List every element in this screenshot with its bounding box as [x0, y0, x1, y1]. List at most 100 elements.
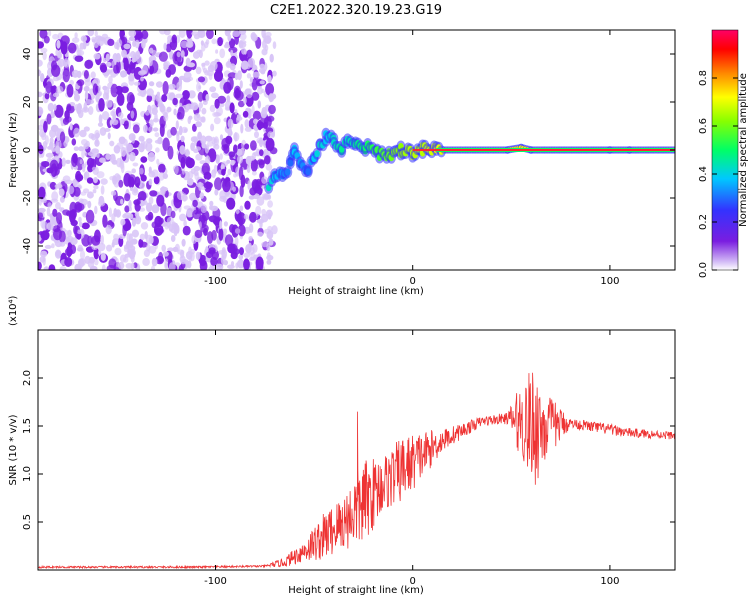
- snr-y-axis-label: SNR (10 * v/v): [8, 414, 19, 485]
- spectrogram-noise-cell: [106, 61, 112, 67]
- spectrogram-noise-cell: [145, 214, 153, 221]
- spectrogram-noise-cell: [97, 36, 105, 47]
- spectrogram-noise-cell: [104, 128, 111, 132]
- colorbar-tick-label: 0.2: [698, 214, 709, 230]
- spectrogram-noise-cell: [97, 250, 102, 256]
- spectrogram-noise-cell: [244, 119, 250, 128]
- spectrogram-noise-cell: [148, 126, 154, 133]
- spectrogram-noise-cell: [210, 256, 218, 266]
- spectrogram-noise-cell: [271, 225, 278, 235]
- spectrogram-noise-cell: [139, 167, 144, 175]
- spectrogram-noise-cell: [223, 221, 228, 227]
- spectrogram-noise-cell: [193, 136, 199, 142]
- spectrogram-noise-cell: [209, 86, 217, 93]
- spectrogram-noise-cell: [267, 200, 273, 208]
- spectrogram-noise-cell: [57, 52, 63, 59]
- spectrogram-noise-cell: [94, 30, 98, 37]
- spectrogram-noise-cell: [227, 264, 235, 269]
- spectrogram-noise-cell: [237, 70, 242, 81]
- spectrogram-noise-cell: [246, 164, 251, 174]
- spectrogram-noise-cell: [163, 42, 167, 51]
- spectrogram-noise-cell: [247, 155, 256, 161]
- spectrogram-noise-cell: [73, 146, 80, 151]
- spectrogram-noise-cell: [180, 259, 187, 265]
- spectrogram-noise-cell: [194, 229, 203, 239]
- spectrogram-noise-cell: [140, 222, 149, 230]
- spectrogram-noise-cell: [168, 262, 176, 270]
- spectrogram-noise-cell: [102, 92, 109, 100]
- spectrogram-noise-cell: [269, 93, 277, 100]
- spectrogram-noise-cell: [109, 140, 115, 147]
- spectrogram-noise-cell: [162, 81, 169, 95]
- spectrogram-noise-cell: [187, 171, 194, 179]
- spectrogram-noise-cell: [66, 245, 73, 258]
- spectrogram-noise-cell: [264, 155, 271, 165]
- spectrogram-noise-cell: [226, 60, 232, 67]
- spectrogram-noise-cell: [149, 235, 154, 244]
- spectrogram-noise-cell: [46, 167, 54, 174]
- spectrogram-noise-cell: [145, 202, 153, 213]
- spectrogram-noise-cell: [219, 153, 223, 160]
- spectrogram-noise-cell: [97, 90, 103, 96]
- spectrogram-noise-cell: [252, 110, 262, 121]
- spectrogram-noise-cell: [69, 123, 73, 131]
- spectrogram-noise-cell: [120, 198, 124, 205]
- spectrogram-noise-cell: [213, 138, 218, 144]
- spectrogram-noise-cell: [190, 142, 196, 152]
- spectrogram-noise-cell: [200, 135, 207, 145]
- spectrogram-noise-cell: [252, 243, 258, 253]
- spectrogram-noise-cell: [62, 175, 71, 182]
- spectrogram-noise-cell: [118, 179, 124, 188]
- spectrogram-noise-cell: [239, 247, 244, 256]
- spectrogram-noise-cell: [47, 202, 52, 208]
- spectrogram-noise-cell: [158, 51, 168, 62]
- spectrogram-noise-cell: [226, 159, 231, 164]
- spectrogram-noise-cell: [100, 252, 106, 261]
- spectrogram-noise-cell: [212, 143, 216, 149]
- spectrogram-noise-cell: [42, 197, 47, 203]
- spectrogram-noise-cell: [130, 262, 135, 270]
- spectrogram-noise-cell: [86, 191, 94, 199]
- spectrogram-noise-cell: [100, 64, 108, 73]
- spectrogram-noise-cell: [126, 92, 135, 105]
- spectrogram-noise-cell: [257, 231, 264, 237]
- spectrogram-noise-cell: [158, 171, 165, 181]
- spectrogram-noise-cell: [104, 72, 109, 78]
- spectrogram-noise-cell: [123, 43, 131, 50]
- spectrogram-noise-cell: [141, 40, 146, 49]
- spectrogram-noise-cell: [49, 141, 54, 149]
- spectrogram-noise-cell: [205, 181, 210, 188]
- spectrogram-noise-cell: [257, 100, 262, 109]
- spectrogram-noise-cell: [204, 135, 213, 142]
- spectrogram-noise-cell: [180, 135, 185, 142]
- spectrogram-noise-cell: [86, 177, 94, 184]
- spectrogram-noise-cell: [224, 106, 231, 111]
- spectrogram-noise-cell: [132, 186, 138, 194]
- spectrogram-noise-cell: [56, 212, 62, 225]
- spectrogram-noise-cell: [158, 251, 164, 264]
- spectrogram-noise-cell: [132, 124, 140, 134]
- spectrogram-noise-cell: [222, 178, 231, 193]
- spectrogram-noise-cell: [51, 243, 55, 249]
- spectrogram-noise-cell: [79, 129, 87, 138]
- spectrogram-x-axis-label: Height of straight line (km): [288, 286, 424, 297]
- spectrogram-noise-cell: [201, 62, 206, 67]
- spectrogram-noise-cell: [149, 190, 158, 197]
- spectrogram-noise-cell: [181, 238, 186, 247]
- spectrogram-noise-cell: [57, 151, 63, 159]
- spectrogram-noise-cell: [151, 221, 158, 229]
- spectrogram-noise-cell: [50, 163, 58, 178]
- spectrogram-noise-cell: [173, 108, 177, 116]
- spectrogram-noise-cell: [162, 251, 169, 257]
- spectrogram-noise-cell: [73, 186, 81, 197]
- spectrogram-noise-cell: [80, 35, 87, 42]
- spectrogram-noise-cell: [128, 133, 136, 141]
- spectrogram-noise-cell: [88, 133, 95, 139]
- spectrogram-noise-cell: [86, 157, 95, 168]
- spectrogram-noise-cell: [140, 174, 147, 182]
- spectrogram-noise-cell: [232, 30, 241, 38]
- spectrogram-noise-cell: [236, 148, 243, 156]
- spectrogram-noise-cell: [155, 81, 163, 88]
- spectrogram-noise-cell: [227, 118, 234, 129]
- spectrogram-noise-cell: [200, 204, 208, 214]
